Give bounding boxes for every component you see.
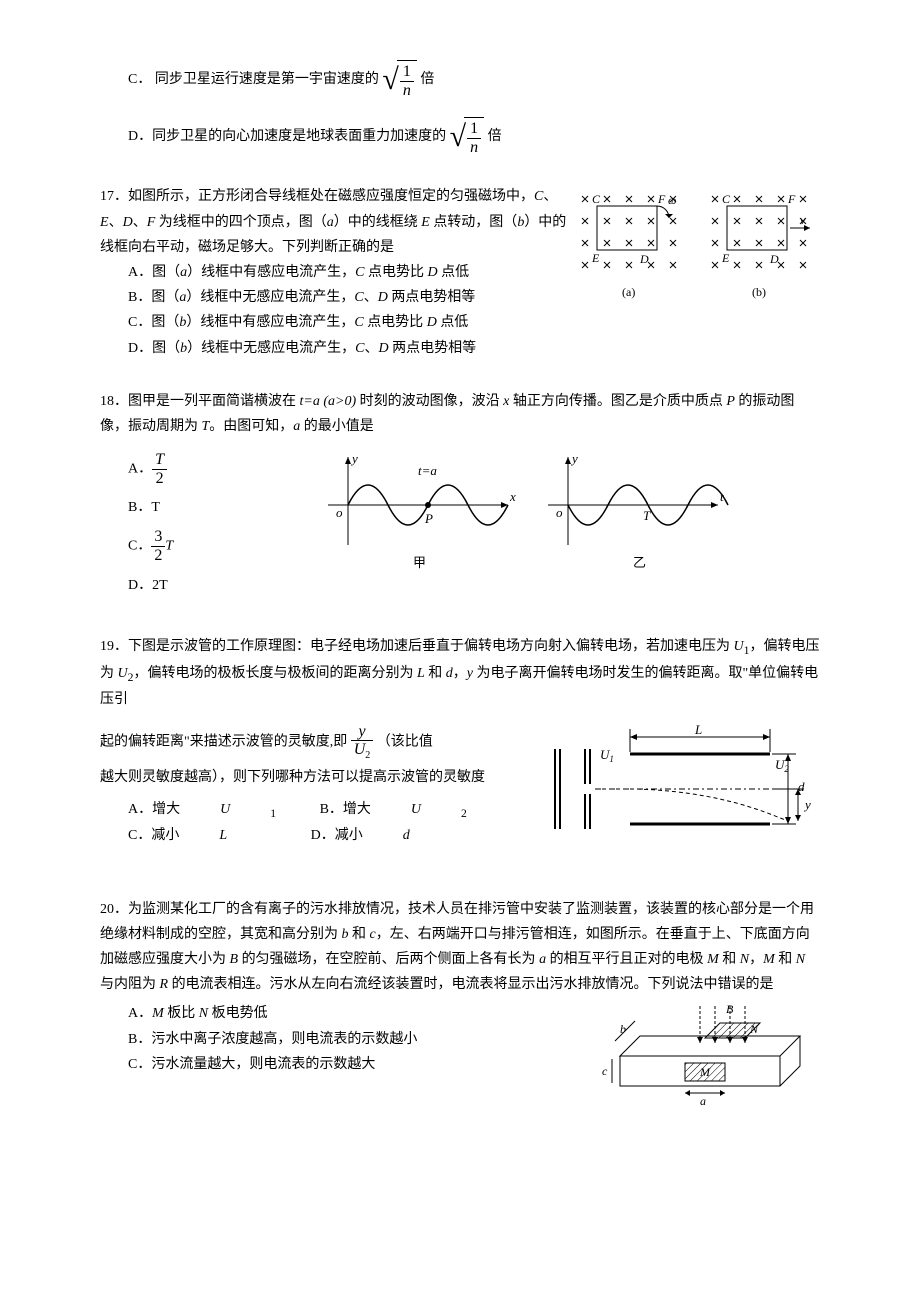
q19: 19．下图是示波管的工作原理图：电子经电场加速后垂直于偏转电场方向射入偏转电场，… [100, 634, 820, 869]
svg-text:o: o [556, 505, 563, 520]
svg-text:b: b [620, 1022, 626, 1036]
svg-text:F: F [657, 192, 666, 206]
q17-svg: C F E D ω (a) C F E D v (b) [570, 184, 820, 314]
q19-line3: 越大则灵敏度越高），则下列哪种方法可以提高示波管的灵敏度 [100, 765, 540, 790]
q16-optC: C． 同步卫星运行速度是第一宇宙速度的 √ 1n 倍 [100, 60, 820, 99]
svg-text:y: y [350, 451, 358, 466]
q19-figure: L d y [540, 719, 820, 869]
sqrt-1-over-n-2: √ 1n [450, 117, 484, 156]
q19-opts-row2: C．减小 L D．减小 d [100, 823, 540, 848]
svg-text:y: y [570, 451, 578, 466]
q18: 18．图甲是一列平面简谐横波在 t=a (a>0) 时刻的波动图像，波沿 x 轴… [100, 389, 820, 606]
q17-optD: D．图（b）线框中无感应电流产生，C、D 两点电势相等 [100, 336, 570, 361]
q19-optB: B．增大 U2 [320, 797, 467, 824]
svg-text:(a): (a) [622, 285, 635, 299]
svg-text:a: a [700, 1094, 706, 1108]
svg-text:(b): (b) [752, 285, 766, 299]
q18-optB: B．T [128, 495, 258, 520]
svg-text:x: x [509, 489, 516, 504]
svg-text:F: F [787, 192, 796, 206]
q17-optA: A．图（a）线框中有感应电流产生，C 点电势比 D 点低 [100, 260, 570, 285]
svg-text:L: L [694, 722, 702, 737]
svg-text:乙: 乙 [633, 555, 646, 570]
q20-optA: A．M 板比 N 板电势低 [100, 1001, 600, 1026]
q17-figure: C F E D ω (a) C F E D v (b) [570, 184, 820, 314]
svg-text:D: D [639, 252, 649, 266]
q20: 20．为监测某化工厂的含有离子的污水排放情况，技术人员在排污管中安装了监测装置，… [100, 897, 820, 1112]
svg-text:甲: 甲 [413, 555, 426, 570]
svg-text:y: y [803, 797, 811, 812]
q16-optD-text: D．同步卫星的向心加速度是地球表面重力加速度的 [128, 129, 446, 144]
q16-optC-tail: 倍 [420, 72, 434, 87]
q20-optC: C．污水流量越大，则电流表的示数越大 [100, 1052, 600, 1077]
svg-text:N: N [749, 1022, 759, 1036]
q16-optC-text: C． 同步卫星运行速度是第一宇宙速度的 [128, 72, 379, 87]
svg-text:D: D [769, 252, 779, 266]
svg-text:P: P [424, 511, 433, 526]
q17: 17．如图所示，正方形闭合导线框处在磁感应强度恒定的匀强磁场中，C、E、D、F … [100, 184, 820, 360]
svg-text:B: B [726, 1002, 734, 1016]
q16-partial: C． 同步卫星运行速度是第一宇宙速度的 √ 1n 倍 D．同步卫星的向心加速度是… [100, 60, 820, 156]
svg-text:M: M [699, 1065, 711, 1079]
svg-text:t=a: t=a [418, 463, 437, 478]
svg-text:U1: U1 [600, 747, 614, 764]
q19-opts-row1: A．增大 U1 B．增大 U2 [100, 797, 540, 824]
q17-optB: B．图（a）线框中无感应电流产生，C、D 两点电势相等 [100, 285, 570, 310]
svg-text:o: o [336, 505, 343, 520]
q17-optC: C．图（b）线框中有感应电流产生，C 点电势比 D 点低 [100, 310, 570, 335]
svg-text:v: v [800, 213, 806, 227]
svg-text:t: t [720, 489, 724, 504]
q20-optB: B．污水中离子浓度越高，则电流表的示数越小 [100, 1027, 600, 1052]
q19-optC: C．减小 L [128, 823, 267, 848]
q16-optD-tail: 倍 [488, 129, 502, 144]
q19-optD: D．减小 d [311, 823, 450, 848]
q19-optA: A．增大 U1 [128, 797, 276, 824]
svg-text:c: c [602, 1064, 608, 1078]
q20-num: 20． [100, 902, 128, 917]
q19-num: 19． [100, 639, 128, 654]
q16-optD: D．同步卫星的向心加速度是地球表面重力加速度的 √ 1n 倍 [100, 117, 820, 156]
svg-text:T: T [643, 508, 651, 523]
q20-figure: M N B [600, 1001, 820, 1111]
q18-optC: C．32T [128, 528, 258, 564]
svg-text:C: C [722, 192, 731, 206]
q18-num: 18． [100, 394, 128, 409]
q17-stem1: 如图所示，正方形闭合导线框处在磁感应强度恒定的匀强磁场中， [128, 189, 534, 204]
svg-text:C: C [592, 192, 601, 206]
q18-optA: A．T2 [128, 451, 258, 487]
q17-num: 17． [100, 189, 128, 204]
sqrt-1-over-n: √ 1n [382, 60, 416, 99]
q18-optD: D．2T [128, 573, 258, 598]
q18-figure: P o y x t=a 甲 o y t T 乙 [258, 445, 738, 585]
svg-text:E: E [591, 251, 600, 265]
svg-text:E: E [721, 251, 730, 265]
